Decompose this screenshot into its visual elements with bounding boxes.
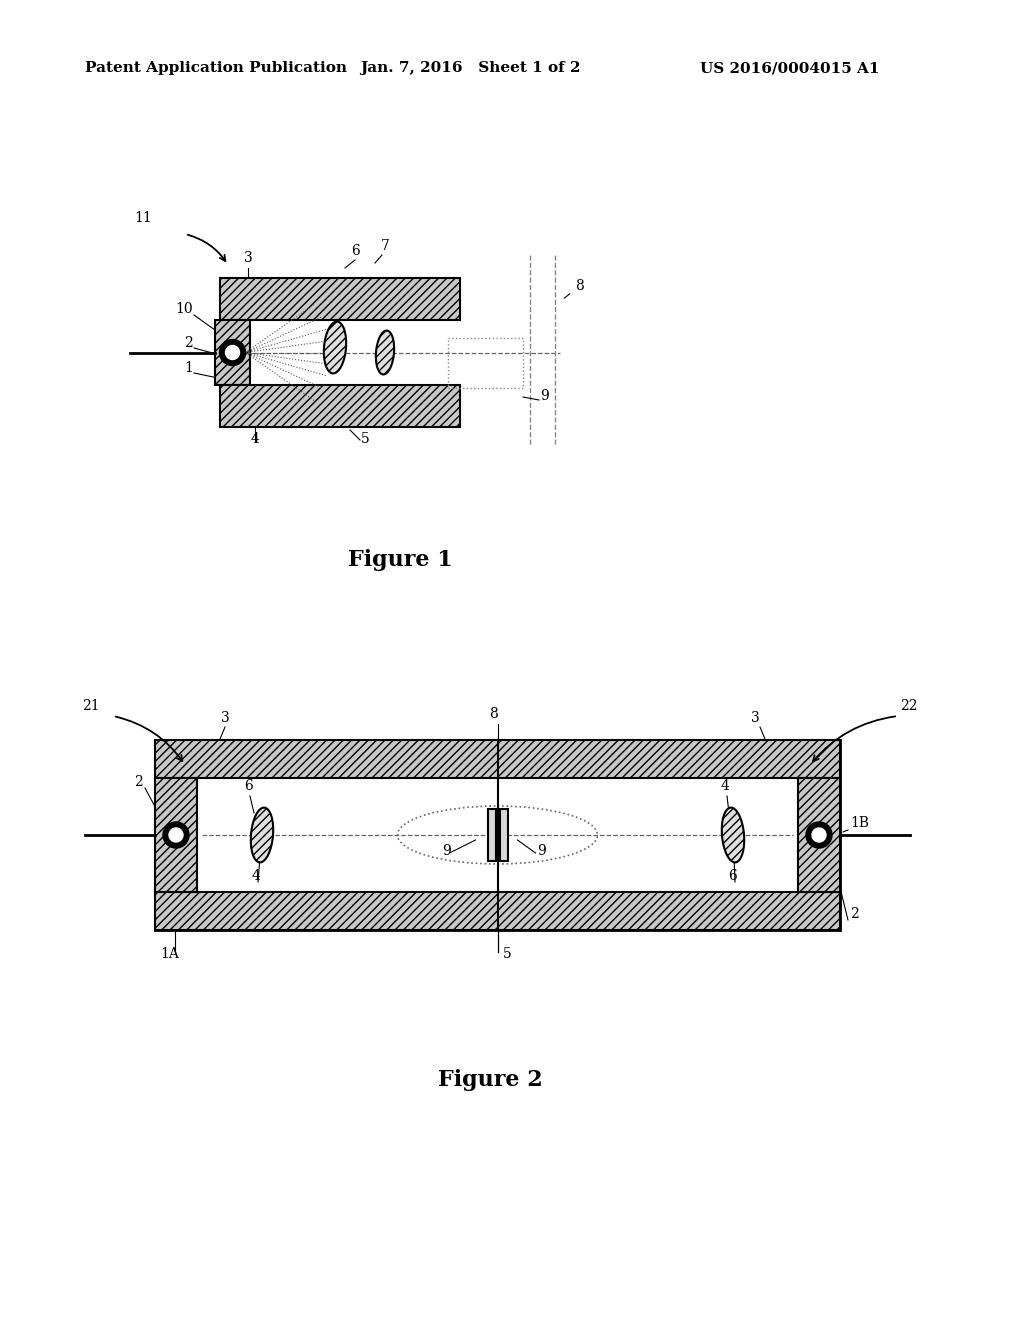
Text: 1: 1 [184,360,193,375]
Text: 3: 3 [244,251,252,265]
Ellipse shape [324,322,346,374]
Circle shape [219,339,246,366]
Bar [798,777,840,892]
Bar [155,892,840,931]
Text: 21: 21 [82,700,100,713]
Text: 7: 7 [381,239,389,253]
Text: 10: 10 [175,302,193,315]
Text: Figure 1: Figure 1 [347,549,453,572]
Ellipse shape [376,330,394,375]
Text: 6: 6 [728,869,736,883]
Text: 22: 22 [900,700,918,713]
Text: 6: 6 [244,779,253,793]
Text: 3: 3 [751,711,760,725]
Text: 9: 9 [540,389,549,403]
Text: 4: 4 [252,869,261,883]
Bar [215,319,250,385]
Text: 11: 11 [134,211,152,224]
Text: Patent Application Publication: Patent Application Publication [85,61,347,75]
Bar [487,809,496,861]
Bar [449,338,523,388]
Text: Jan. 7, 2016   Sheet 1 of 2: Jan. 7, 2016 Sheet 1 of 2 [360,61,581,75]
Bar [220,385,460,426]
Text: 2: 2 [134,775,143,789]
Bar [500,809,508,861]
Bar [155,741,840,777]
Text: 1A: 1A [160,946,179,961]
Circle shape [169,828,183,842]
Text: 2: 2 [184,337,193,350]
Text: Figure 2: Figure 2 [437,1069,543,1092]
Text: 5: 5 [503,946,511,961]
Ellipse shape [251,808,273,862]
Text: 2: 2 [850,907,859,921]
Text: US 2016/0004015 A1: US 2016/0004015 A1 [700,61,880,75]
Circle shape [163,822,189,847]
Text: 4: 4 [721,779,730,793]
Bar [155,777,197,892]
Ellipse shape [722,808,744,862]
Circle shape [806,822,831,847]
Text: 3: 3 [220,711,229,725]
Text: 9: 9 [442,843,452,858]
Text: 9: 9 [538,843,546,858]
Text: 5: 5 [360,432,370,446]
Circle shape [225,346,240,359]
Bar [155,741,840,931]
Text: 1B: 1B [850,816,869,830]
Text: 4: 4 [251,432,259,446]
Bar [220,279,460,319]
Text: 8: 8 [489,708,499,721]
Text: 6: 6 [350,244,359,257]
Circle shape [812,828,826,842]
Text: 8: 8 [575,279,584,293]
